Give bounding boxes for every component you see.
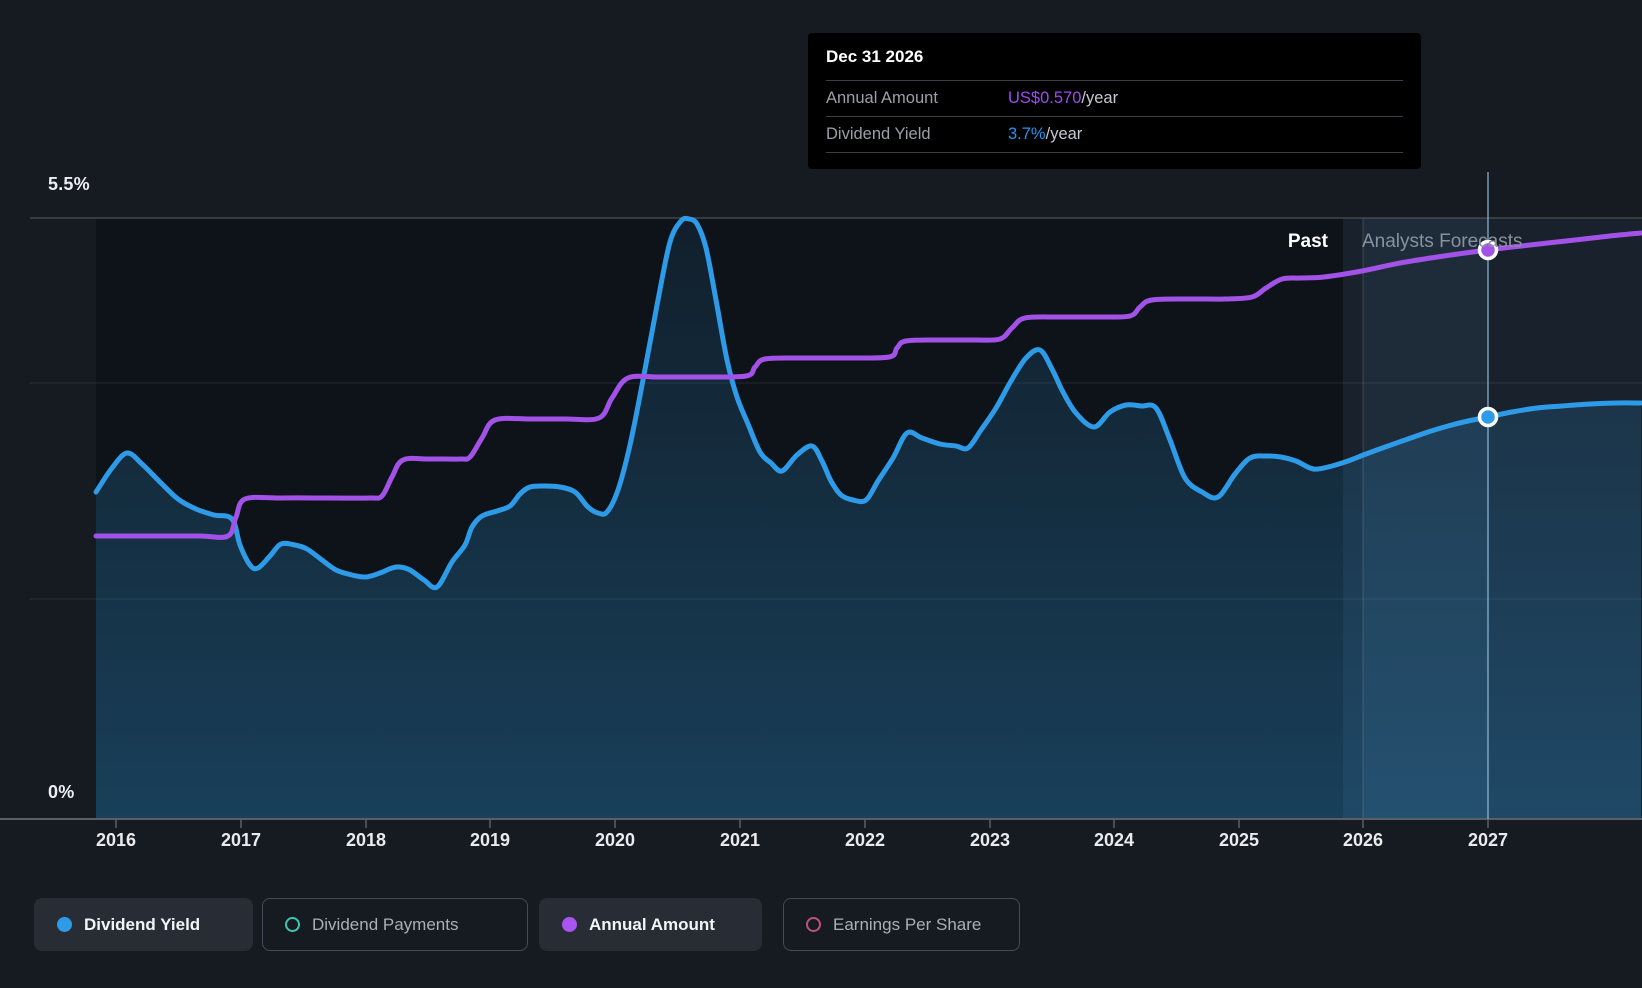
tooltip-date: Dec 31 2026 — [826, 47, 924, 66]
x-axis-label: 2026 — [1342, 830, 1384, 850]
forecast-region-label: Analysts Forecasts — [1362, 231, 1523, 252]
legend-button-annual-amount[interactable]: Annual Amount — [539, 898, 762, 951]
tooltip-label: Annual Amount — [826, 89, 938, 107]
y-axis-max-label: 5.5% — [48, 174, 90, 194]
tooltip-value-suffix: /year — [1081, 89, 1119, 107]
past-region-label: Past — [1287, 231, 1328, 252]
tooltip-row-annual-amount: Annual Amount US$0.570 /year — [826, 80, 1403, 116]
legend-label: Annual Amount — [589, 914, 715, 934]
x-axis-label: 2018 — [345, 830, 387, 850]
tooltip-value: 3.7% — [1008, 125, 1046, 143]
y-axis-min-label: 0% — [48, 782, 75, 802]
earnings-per-share-ring-icon — [806, 917, 821, 932]
x-axis-label: 2017 — [220, 830, 262, 850]
chart-tooltip: Dec 31 2026 Annual Amount US$0.570 /year… — [808, 33, 1421, 169]
x-axis-label: 2024 — [1093, 830, 1135, 850]
x-axis-label: 2020 — [594, 830, 636, 850]
dividend-payments-ring-icon — [285, 917, 300, 932]
x-axis-label: 2027 — [1467, 830, 1509, 850]
legend-label: Earnings Per Share — [833, 914, 982, 934]
dividend-yield-dot-icon — [57, 917, 72, 932]
x-axis-label: 2021 — [719, 830, 761, 850]
legend-label: Dividend Payments — [312, 914, 459, 934]
tooltip-label: Dividend Yield — [826, 125, 931, 143]
annual-amount-dot-icon — [562, 917, 577, 932]
legend-button-earnings-per-share[interactable]: Earnings Per Share — [783, 898, 1020, 951]
x-axis-label: 2016 — [95, 830, 137, 850]
tooltip-value-suffix: /year — [1045, 125, 1083, 143]
x-axis-label: 2025 — [1218, 830, 1260, 850]
tooltip-divider — [826, 152, 1403, 153]
legend-label: Dividend Yield — [84, 914, 201, 934]
x-axis-label: 2022 — [844, 830, 886, 850]
tooltip-value: US$0.570 — [1008, 89, 1082, 107]
tooltip-row-dividend-yield: Dividend Yield 3.7% /year — [826, 116, 1403, 152]
legend-button-dividend-yield[interactable]: Dividend Yield — [34, 898, 253, 951]
x-axis-label: 2019 — [469, 830, 511, 850]
x-axis-label: 2023 — [969, 830, 1011, 850]
legend-button-dividend-payments[interactable]: Dividend Payments — [262, 898, 528, 951]
